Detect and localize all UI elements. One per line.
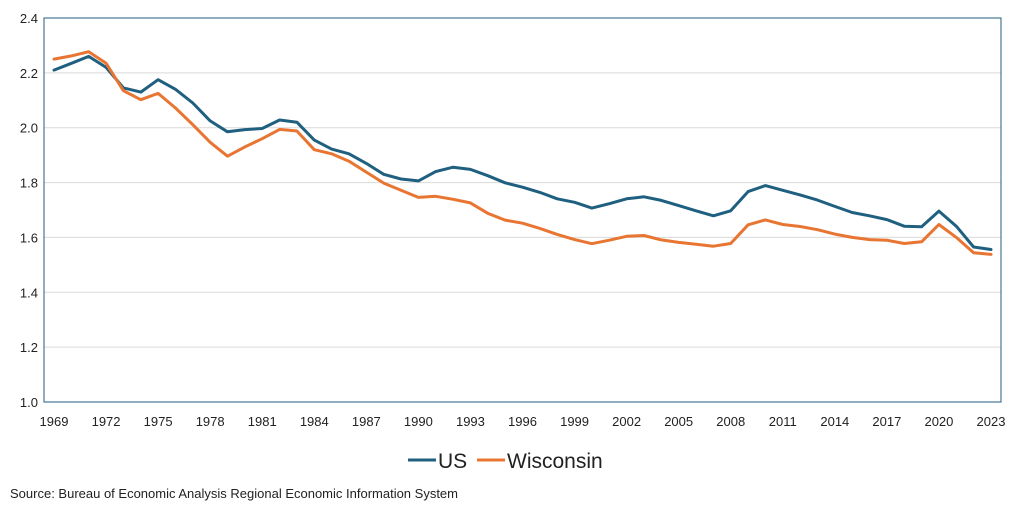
y-tick-label-1.2: 1.2 bbox=[20, 340, 38, 355]
y-tick-label-2.4: 2.4 bbox=[20, 11, 38, 26]
y-tick-label-1.0: 1.0 bbox=[20, 395, 38, 410]
y-tick-label-2.2: 2.2 bbox=[20, 66, 38, 81]
x-tick-label-2023: 2023 bbox=[977, 414, 1006, 429]
x-tick-label-1969: 1969 bbox=[40, 414, 69, 429]
x-tick-label-1972: 1972 bbox=[92, 414, 121, 429]
x-tick-label-1996: 1996 bbox=[508, 414, 537, 429]
x-tick-label-2002: 2002 bbox=[612, 414, 641, 429]
plot-frame bbox=[43, 17, 1002, 403]
series-line-us bbox=[52, 54, 993, 251]
x-tick-label-1990: 1990 bbox=[404, 414, 433, 429]
x-tick-label-2014: 2014 bbox=[820, 414, 849, 429]
y-tick-label-1.6: 1.6 bbox=[20, 230, 38, 245]
x-tick-label-2005: 2005 bbox=[664, 414, 693, 429]
x-tick-label-1981: 1981 bbox=[248, 414, 277, 429]
x-tick-label-1987: 1987 bbox=[352, 414, 381, 429]
source-note: Source: Bureau of Economic Analysis Regi… bbox=[10, 486, 458, 501]
x-tick-label-2017: 2017 bbox=[872, 414, 901, 429]
x-tick-label-1993: 1993 bbox=[456, 414, 485, 429]
legend-label-wisconsin: Wisconsin bbox=[507, 450, 603, 473]
x-tick-label-1999: 1999 bbox=[560, 414, 589, 429]
y-tick-label-2.0: 2.0 bbox=[20, 121, 38, 136]
legend-label-us: US bbox=[438, 450, 467, 473]
x-tick-label-1975: 1975 bbox=[144, 414, 173, 429]
y-tick-label-1.8: 1.8 bbox=[20, 176, 38, 191]
x-tick-label-1978: 1978 bbox=[196, 414, 225, 429]
x-tick-label-2020: 2020 bbox=[924, 414, 953, 429]
series-line-wisconsin bbox=[52, 50, 993, 256]
x-tick-label-1984: 1984 bbox=[300, 414, 329, 429]
x-tick-label-2011: 2011 bbox=[769, 414, 797, 429]
y-tick-label-1.4: 1.4 bbox=[20, 285, 38, 300]
x-tick-label-2008: 2008 bbox=[716, 414, 745, 429]
